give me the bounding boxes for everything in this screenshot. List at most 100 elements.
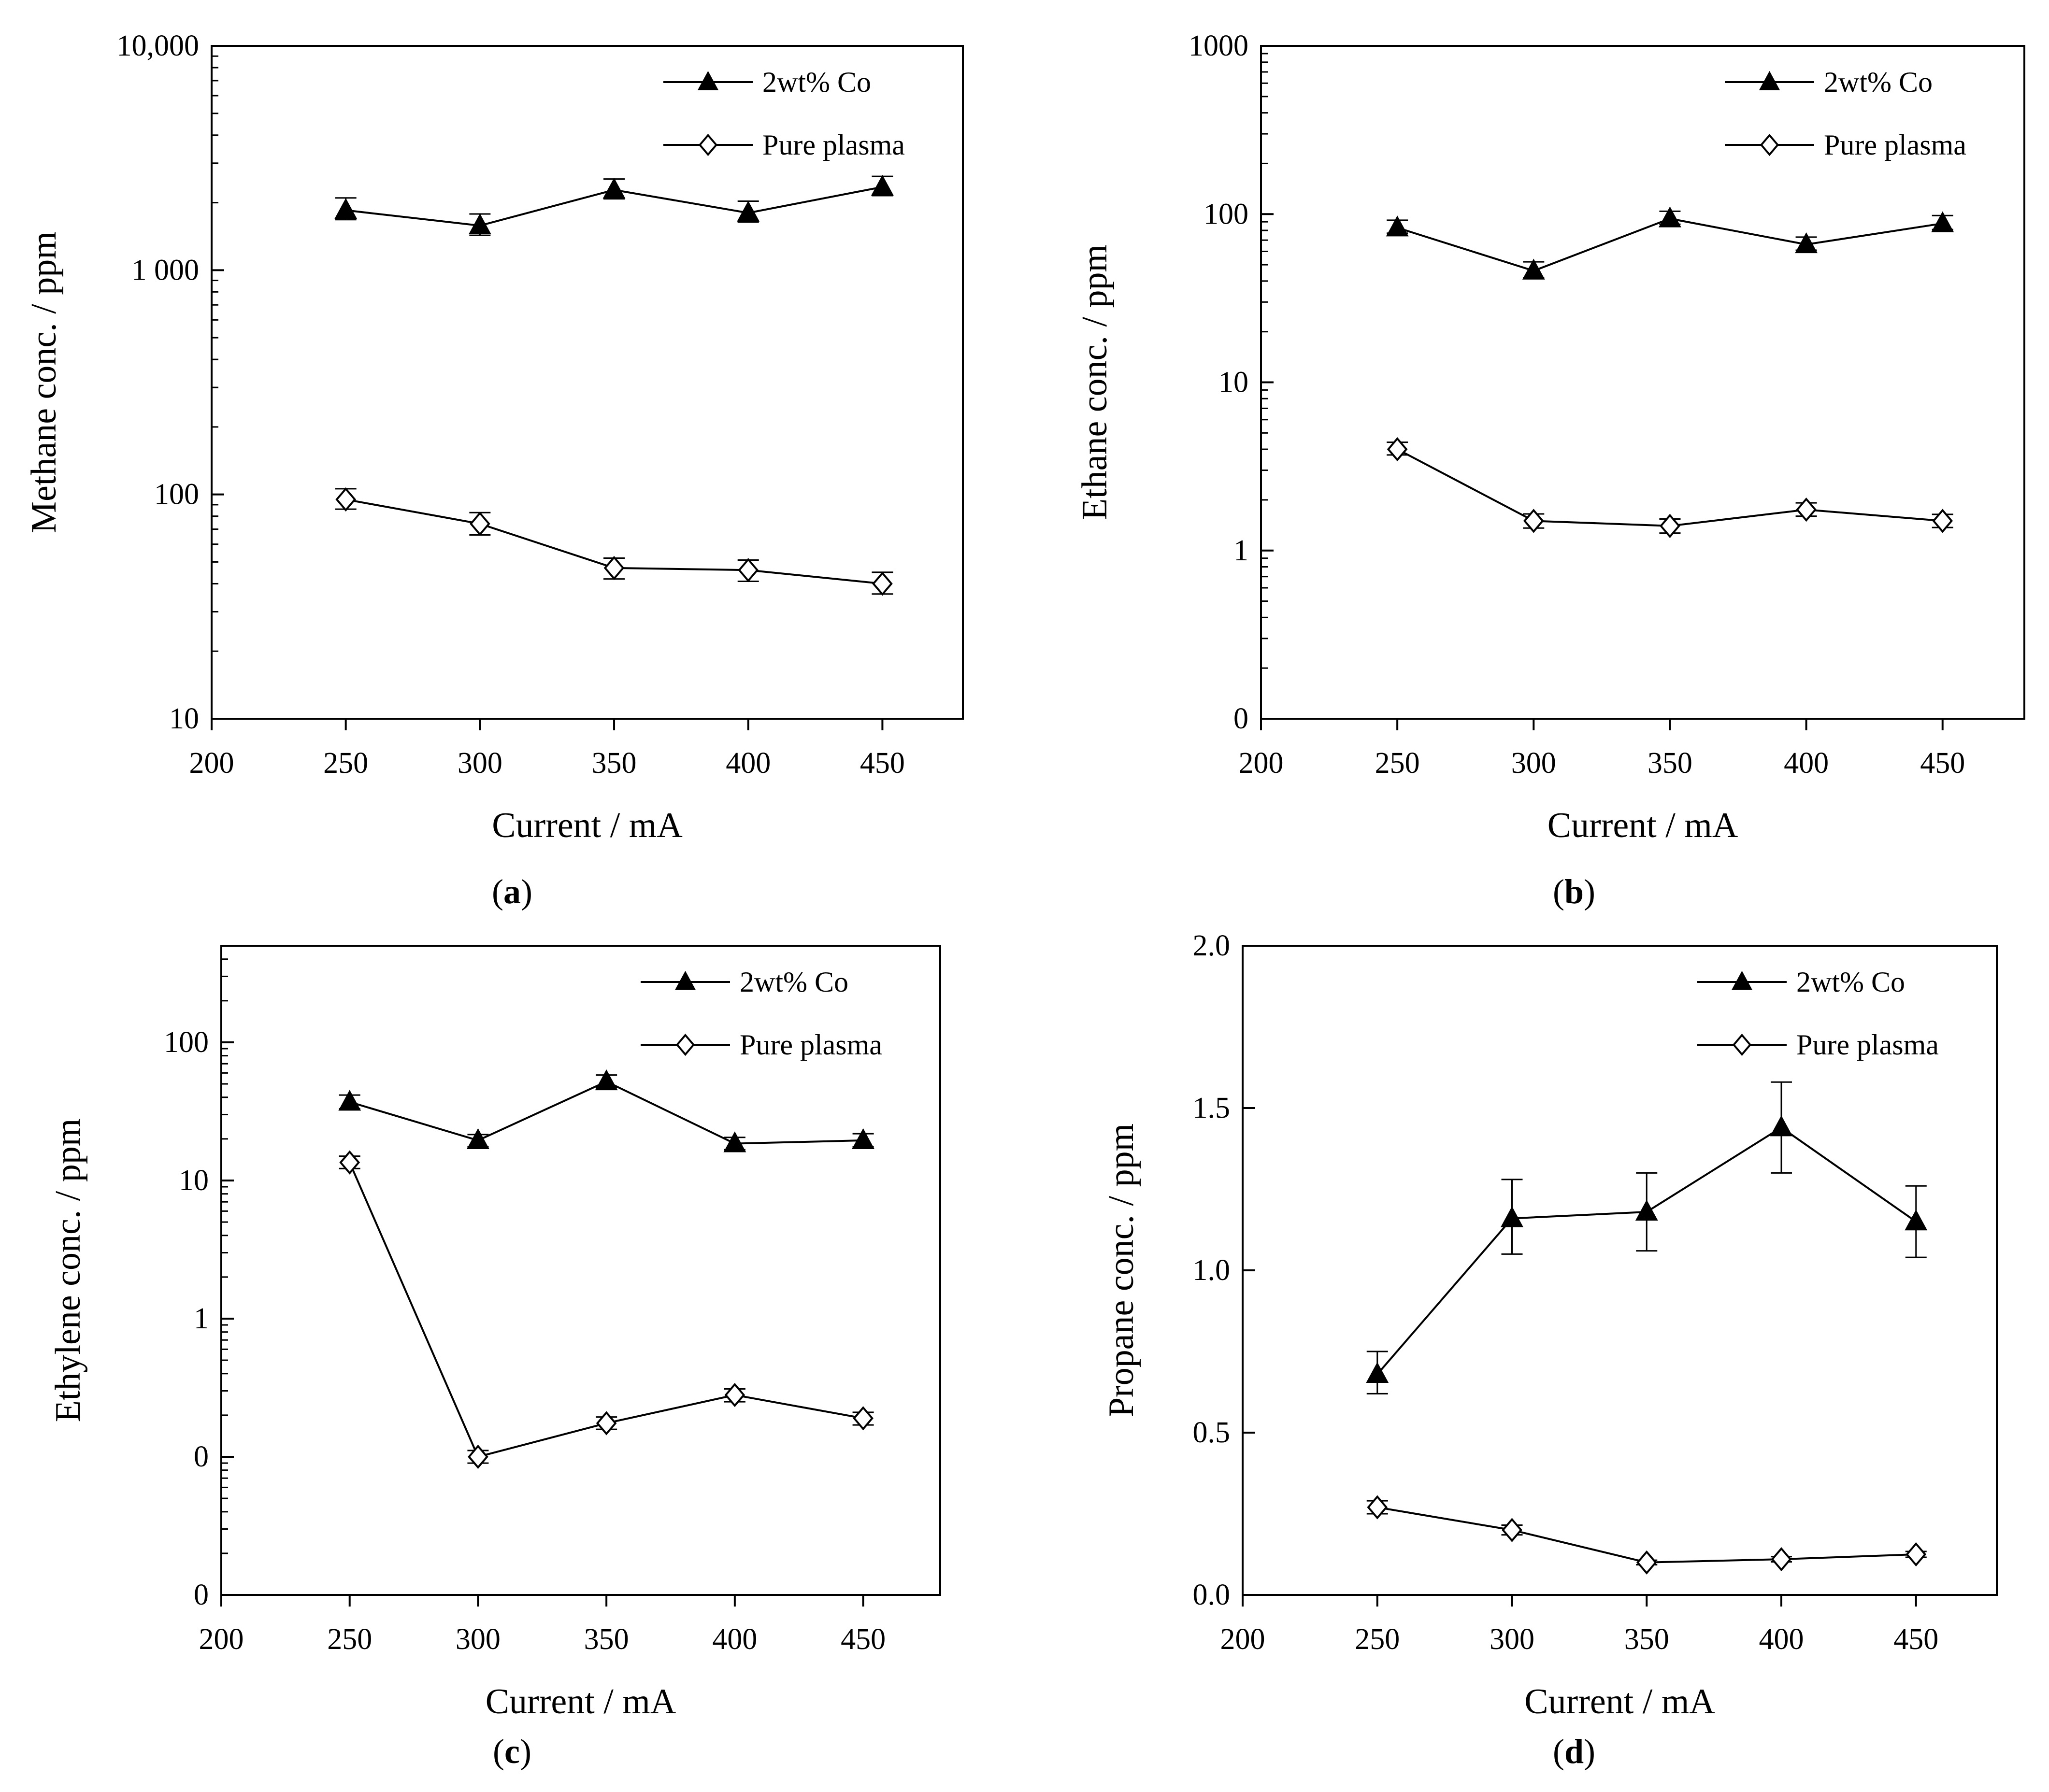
data-point-a-0-4: [871, 174, 894, 196]
x-tick-label-c-1: 250: [327, 1623, 372, 1656]
y-tick-label-d-3: 1.5: [1193, 1092, 1231, 1124]
legend-marker-a-1: [698, 133, 718, 156]
y-tick-label-d-1: 0.5: [1193, 1416, 1231, 1449]
data-point-a-1-2: [603, 555, 625, 581]
y-tick-label-b-4: 1000: [1189, 29, 1248, 62]
chart-panel-c: 0 0 1 10 100 200 250 300 350 400 450 Current / mA Et…: [48, 945, 941, 1771]
data-point-b-0-1: [1522, 258, 1545, 280]
data-point-b-0-2: [1659, 206, 1681, 228]
x-tick-label-d-3: 350: [1624, 1623, 1669, 1656]
series-c-1: [339, 1150, 874, 1469]
data-point-c-0-0: [338, 1090, 361, 1111]
legend-label-c-0: 2wt% Co: [740, 966, 848, 998]
data-point-a-1-0: [335, 487, 357, 512]
y-axis-title-d: Propane conc. / ppm: [1102, 1124, 1141, 1417]
y-tick-label-a-1: 100: [154, 478, 199, 511]
data-point-d-0-0: [1366, 1362, 1389, 1383]
y-tick-label-b-1: 1: [1233, 534, 1248, 567]
y-tick-label-d-0: 0.0: [1193, 1579, 1231, 1611]
panel-letter-b: b: [1564, 872, 1584, 911]
legend-marker-a-0: [697, 71, 719, 90]
data-point-c-1-3: [724, 1382, 745, 1408]
data-point-b-1-2: [1660, 513, 1680, 538]
legend-b: 2wt% Co Pure plasma: [1725, 66, 1966, 161]
data-point-a-1-4: [872, 571, 893, 596]
y-tick-label-a-3: 10,000: [117, 29, 200, 62]
y-tick-label-c-3: 10: [179, 1164, 209, 1197]
x-tick-label-d-5: 450: [1893, 1623, 1938, 1656]
data-point-c-1-2: [596, 1411, 617, 1436]
series-a-1: [335, 487, 893, 596]
panel-label-c: (c): [493, 1732, 531, 1771]
data-point-c-0-4: [852, 1128, 874, 1149]
data-point-a-0-0: [334, 198, 358, 219]
x-tick-label-a-4: 400: [726, 747, 771, 780]
x-axis-title-b: Current / mA: [1547, 806, 1738, 845]
x-tick-label-b-2: 300: [1511, 747, 1556, 780]
legend-label-b-0: 2wt% Co: [1824, 66, 1933, 98]
y-tick-label-b-0: 0: [1233, 702, 1248, 735]
x-tick-label-a-3: 350: [592, 747, 637, 780]
x-tick-label-c-5: 450: [841, 1623, 886, 1656]
data-point-c-1-0: [339, 1150, 360, 1175]
y-tick-label-c-1: 0: [194, 1440, 209, 1473]
data-point-a-0-1: [468, 213, 491, 235]
data-point-c-0-3: [723, 1131, 746, 1152]
data-point-b-1-0: [1387, 437, 1408, 462]
data-point-d-0-3: [1770, 1115, 1793, 1137]
panel-label-d: (d): [1553, 1732, 1595, 1771]
y-tick-label-c-0: 0: [194, 1579, 209, 1611]
data-point-c-0-2: [595, 1069, 618, 1091]
legend-marker-d-1: [1732, 1033, 1752, 1056]
x-tick-label-c-2: 300: [456, 1623, 501, 1656]
legend-marker-c-1: [675, 1033, 695, 1056]
x-axis-title-d: Current / mA: [1524, 1682, 1715, 1721]
legend-marker-b-1: [1760, 133, 1779, 156]
y-tick-label-d-2: 1.0: [1193, 1254, 1231, 1287]
x-tick-label-d-4: 400: [1759, 1623, 1804, 1656]
y-axis-title-c: Ethylene conc. / ppm: [48, 1119, 88, 1422]
y-tick-label-a-2: 1 000: [132, 254, 200, 286]
panel-letter-a: a: [503, 872, 521, 911]
x-tick-label-c-4: 400: [712, 1623, 757, 1656]
y-tick-label-d-4: 2.0: [1193, 929, 1231, 962]
chart-panel-b: 0 1 10 100 1000 200 250 300 350 400 450 Current / m…: [1075, 29, 2025, 911]
legend-label-a-1: Pure plasma: [762, 129, 905, 161]
data-point-a-1-1: [470, 512, 490, 536]
x-tick-label-b-1: 250: [1375, 747, 1420, 780]
legend-label-a-0: 2wt% Co: [762, 66, 871, 98]
legend-label-c-1: Pure plasma: [740, 1029, 882, 1061]
panel-letter-d: d: [1564, 1732, 1584, 1771]
data-point-d-1-3: [1771, 1547, 1792, 1572]
y-axis-title-a: Methane conc. / ppm: [24, 231, 64, 533]
x-axis-title-a: Current / mA: [492, 806, 683, 845]
y-tick-label-b-3: 100: [1204, 198, 1248, 230]
x-tick-label-a-5: 450: [860, 747, 905, 780]
x-tick-label-d-0: 200: [1220, 1623, 1265, 1656]
chart-panel-d: 0.0 0.5 1.0 1.5 2.0 200 250 300 350 400 450 Current…: [1102, 929, 1998, 1771]
legend-a: 2wt% Co Pure plasma: [663, 66, 905, 161]
data-point-b-1-4: [1932, 509, 1953, 533]
series-d-0: [1366, 1081, 1928, 1394]
y-tick-label-c-2: 1: [194, 1302, 209, 1335]
data-point-b-0-3: [1795, 232, 1818, 254]
data-point-b-0-0: [1386, 215, 1409, 237]
y-axis-title-b: Ethane conc. / ppm: [1075, 244, 1115, 520]
y-tick-label-b-2: 10: [1218, 366, 1248, 399]
x-tick-label-a-2: 300: [458, 747, 502, 780]
legend-marker-c-0: [674, 970, 696, 990]
data-point-c-1-4: [853, 1406, 874, 1431]
legend-label-d-1: Pure plasma: [1796, 1029, 1939, 1061]
data-point-d-1-1: [1502, 1518, 1522, 1542]
data-point-d-1-2: [1636, 1550, 1657, 1575]
x-tick-label-b-4: 400: [1784, 747, 1829, 780]
x-tick-label-c-0: 200: [199, 1623, 244, 1656]
y-tick-label-a-0: 10: [169, 702, 199, 735]
data-point-d-1-4: [1906, 1542, 1927, 1567]
chart-panel-a: 10 100 1 000 10,000 200 250 300 350 400 450 Curren…: [24, 29, 964, 911]
data-point-b-1-1: [1523, 509, 1544, 533]
x-tick-label-d-1: 250: [1355, 1623, 1400, 1656]
data-point-b-0-4: [1931, 211, 1954, 232]
